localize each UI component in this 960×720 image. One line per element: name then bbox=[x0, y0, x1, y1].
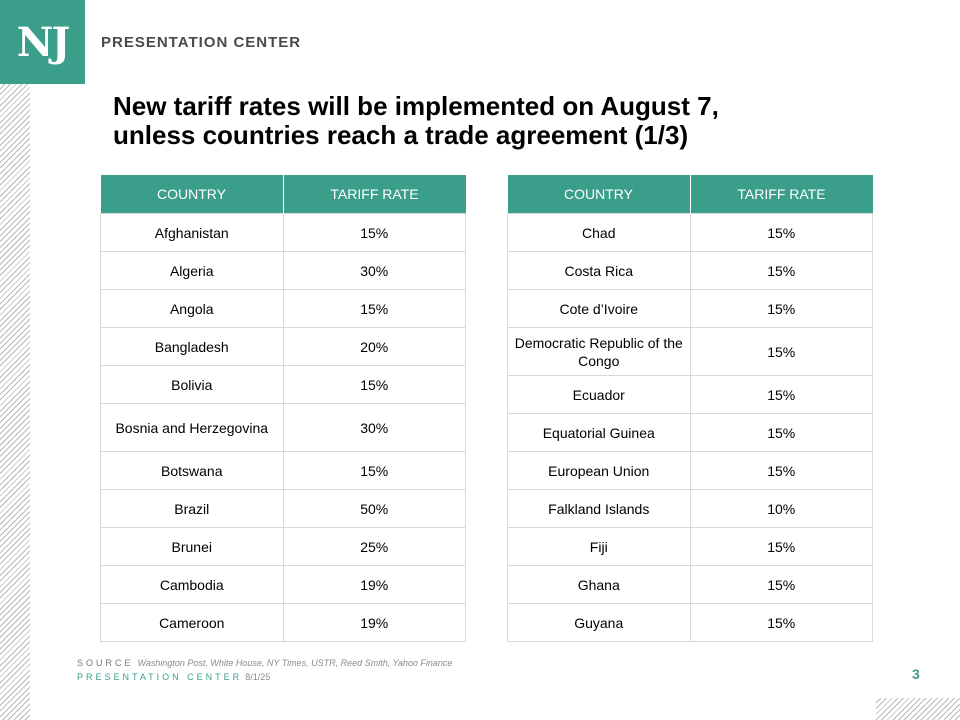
rate-cell: 15% bbox=[689, 213, 873, 252]
table-row: Brunei 25% bbox=[100, 527, 466, 566]
table-row: Fiji 15% bbox=[507, 527, 873, 566]
country-cell: Algeria bbox=[100, 251, 284, 290]
country-cell: Angola bbox=[100, 289, 284, 328]
rate-cell: 25% bbox=[282, 527, 466, 566]
table-row: Cote d’Ivoire 15% bbox=[507, 289, 873, 328]
nj-logo: NJ bbox=[0, 0, 85, 84]
country-cell: Bolivia bbox=[100, 365, 284, 404]
country-cell: Bangladesh bbox=[100, 327, 284, 366]
table-row: Bangladesh 20% bbox=[100, 327, 466, 366]
country-cell: Chad bbox=[507, 213, 691, 252]
table-header-row: COUNTRY TARIFF RATE bbox=[100, 175, 466, 214]
rate-cell: 19% bbox=[282, 565, 466, 604]
country-cell: Brunei bbox=[100, 527, 284, 566]
tariff-table-right: COUNTRY TARIFF RATE Chad 15% Costa Rica 15… bbox=[507, 175, 873, 642]
country-cell: Afghanistan bbox=[100, 213, 284, 252]
country-cell: Brazil bbox=[100, 489, 284, 528]
table-row: Algeria 30% bbox=[100, 251, 466, 290]
rate-cell: 15% bbox=[689, 289, 873, 328]
rate-cell: 15% bbox=[282, 213, 466, 252]
country-cell: Cameroon bbox=[100, 603, 284, 642]
decorative-hatch-bottom-right bbox=[876, 698, 960, 720]
country-cell: Botswana bbox=[100, 451, 284, 490]
table-row: Cambodia 19% bbox=[100, 565, 466, 604]
rate-cell: 50% bbox=[282, 489, 466, 528]
source-text: Washington Post, White House, NY Times, … bbox=[137, 658, 453, 668]
tariff-table-left: COUNTRY TARIFF RATE Afghanistan 15% Alger… bbox=[100, 175, 466, 642]
source-label: SOURCE bbox=[77, 658, 134, 668]
slide-title-line-2: unless countries reach a trade agreement… bbox=[113, 120, 689, 150]
rate-cell: 15% bbox=[282, 365, 466, 404]
country-cell: Guyana bbox=[507, 603, 691, 642]
table-row: Angola 15% bbox=[100, 289, 466, 328]
table-row: Cameroon 19% bbox=[100, 603, 466, 642]
slide-title-line-1: New tariff rates will be implemented on … bbox=[113, 91, 719, 121]
country-cell: Falkland Islands bbox=[507, 489, 691, 528]
table-row: Bolivia 15% bbox=[100, 365, 466, 404]
table-row: Botswana 15% bbox=[100, 451, 466, 490]
table-row: Ghana 15% bbox=[507, 565, 873, 604]
country-cell: Equatorial Guinea bbox=[507, 413, 691, 452]
rate-cell: 15% bbox=[689, 375, 873, 414]
table-row: Costa Rica 15% bbox=[507, 251, 873, 290]
footer-date: 8/1/25 bbox=[245, 672, 271, 682]
rate-cell: 10% bbox=[689, 489, 873, 528]
rate-cell: 19% bbox=[282, 603, 466, 642]
source-note: SOURCE Washington Post, White House, NY T… bbox=[77, 658, 452, 668]
footer-credit: PRESENTATION CENTER 8/1/25 bbox=[77, 672, 270, 682]
rate-cell: 30% bbox=[282, 403, 466, 452]
brand-label: PRESENTATION CENTER bbox=[101, 34, 302, 51]
page-number: 3 bbox=[912, 666, 920, 682]
column-header-tariff-rate: TARIFF RATE bbox=[283, 175, 466, 214]
country-cell: Costa Rica bbox=[507, 251, 691, 290]
rate-cell: 15% bbox=[689, 603, 873, 642]
rate-cell: 15% bbox=[689, 327, 873, 376]
table-row: Chad 15% bbox=[507, 213, 873, 252]
rate-cell: 15% bbox=[689, 251, 873, 290]
rate-cell: 15% bbox=[282, 451, 466, 490]
table-row: Guyana 15% bbox=[507, 603, 873, 642]
table-row: Falkland Islands 10% bbox=[507, 489, 873, 528]
logo-text: NJ bbox=[16, 18, 70, 66]
country-cell: Bosnia and Herzegovina bbox=[100, 403, 284, 452]
footer-brand-label: PRESENTATION CENTER bbox=[77, 672, 243, 682]
rate-cell: 20% bbox=[282, 327, 466, 366]
table-header-row: COUNTRY TARIFF RATE bbox=[507, 175, 873, 214]
column-header-country: COUNTRY bbox=[100, 175, 284, 214]
rate-cell: 15% bbox=[689, 451, 873, 490]
country-cell: Ghana bbox=[507, 565, 691, 604]
country-cell: Fiji bbox=[507, 527, 691, 566]
country-cell: Democratic Republic of the Congo bbox=[507, 327, 691, 376]
rate-cell: 15% bbox=[689, 527, 873, 566]
column-header-country: COUNTRY bbox=[507, 175, 691, 214]
rate-cell: 15% bbox=[689, 413, 873, 452]
table-row: Bosnia and Herzegovina 30% bbox=[100, 403, 466, 452]
table-row: Brazil 50% bbox=[100, 489, 466, 528]
rate-cell: 30% bbox=[282, 251, 466, 290]
table-row: Ecuador 15% bbox=[507, 375, 873, 414]
column-header-tariff-rate: TARIFF RATE bbox=[690, 175, 873, 214]
rate-cell: 15% bbox=[689, 565, 873, 604]
country-cell: Cambodia bbox=[100, 565, 284, 604]
slide-title: New tariff rates will be implemented on … bbox=[113, 92, 913, 150]
table-row: Equatorial Guinea 15% bbox=[507, 413, 873, 452]
country-cell: Ecuador bbox=[507, 375, 691, 414]
country-cell: European Union bbox=[507, 451, 691, 490]
decorative-hatch-left bbox=[0, 84, 30, 720]
rate-cell: 15% bbox=[282, 289, 466, 328]
table-row: Democratic Republic of the Congo 15% bbox=[507, 327, 873, 376]
country-cell: Cote d’Ivoire bbox=[507, 289, 691, 328]
table-row: European Union 15% bbox=[507, 451, 873, 490]
table-row: Afghanistan 15% bbox=[100, 213, 466, 252]
